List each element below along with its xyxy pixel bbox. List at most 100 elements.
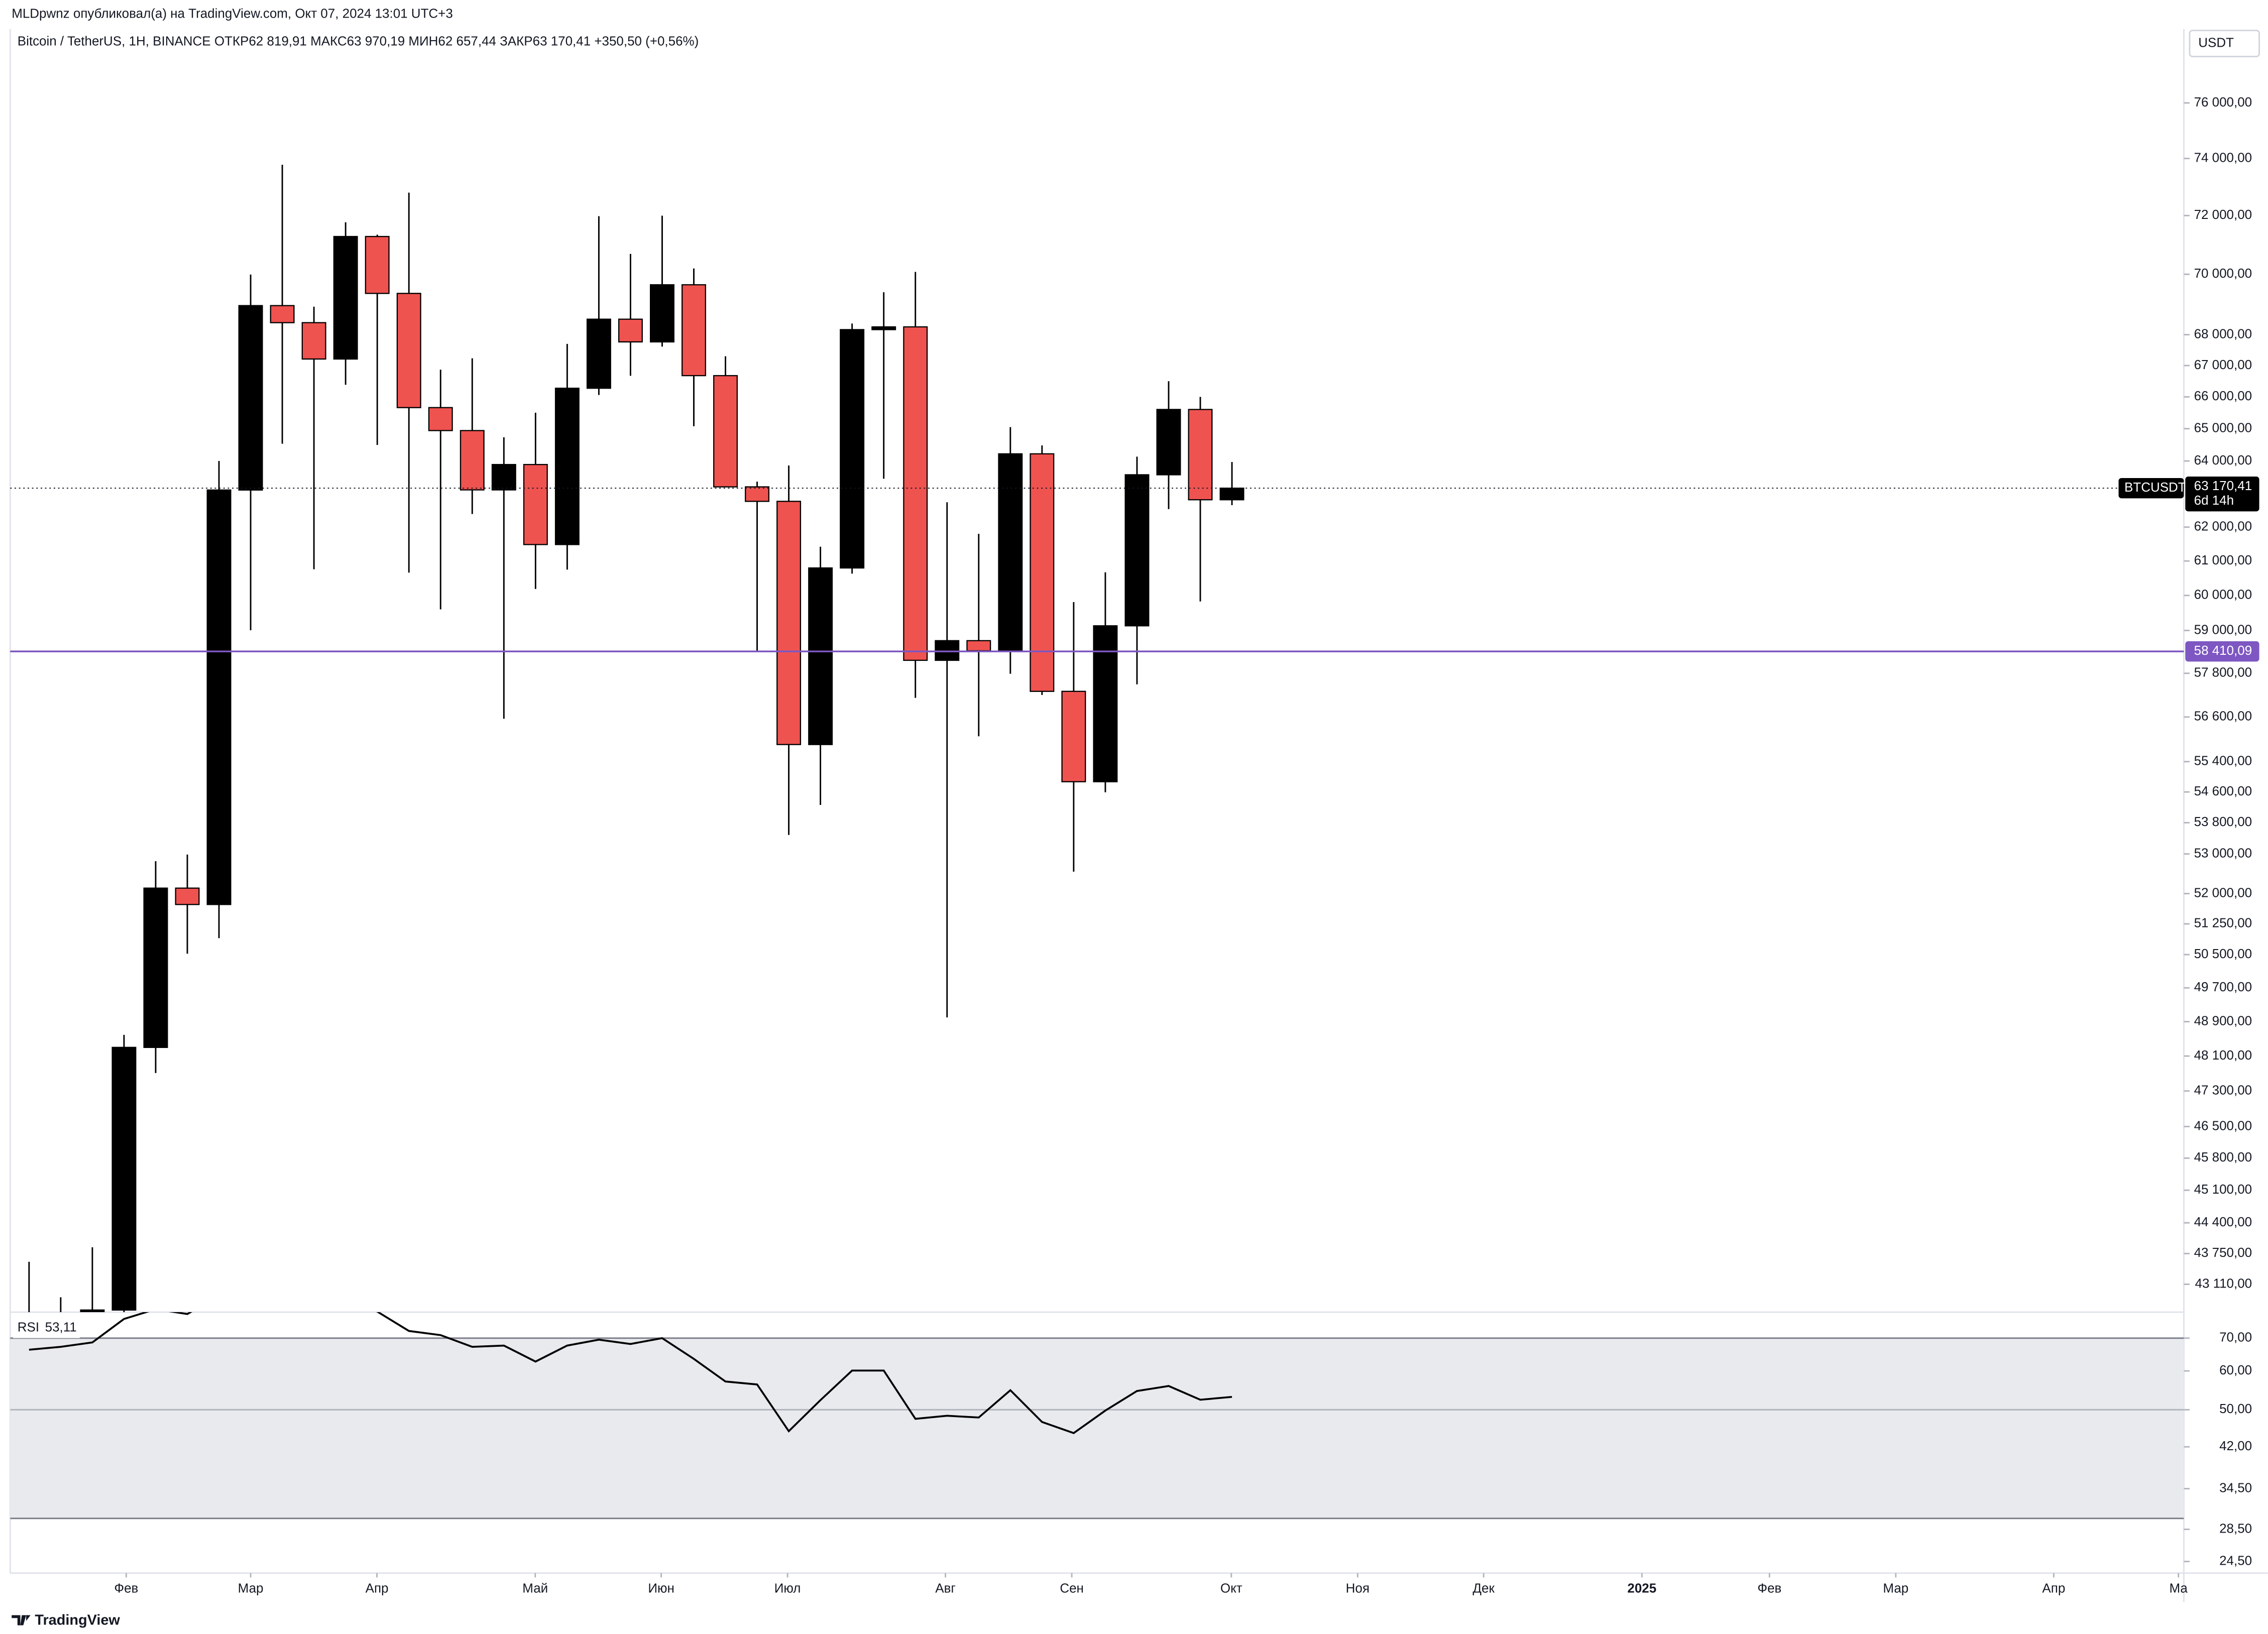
y-tick-label: 53 000,00 [2194, 845, 2252, 860]
hline-label-box [2185, 641, 2259, 662]
candle-body [871, 326, 896, 330]
candle-body [491, 463, 516, 491]
currency-box [2189, 30, 2260, 58]
x-tick-label: Апр [366, 1580, 389, 1595]
x-tick-label: Сен [1060, 1580, 1084, 1595]
candle-body [966, 640, 991, 652]
candle-body [1124, 474, 1150, 627]
y-tick-label: 51 250,00 [2194, 915, 2252, 930]
y-tick-label: 52 000,00 [2194, 885, 2252, 900]
candle-body [396, 293, 421, 408]
candle-body [713, 375, 738, 488]
candle-body [175, 887, 200, 905]
x-tick-label: Апр [2042, 1580, 2065, 1595]
x-tick-label: Ма [2170, 1580, 2188, 1595]
candle-body [745, 486, 770, 502]
y-tick-label: 50 500,00 [2194, 946, 2252, 961]
y-tick-label: 76 000,00 [2194, 94, 2252, 109]
candle-body [1156, 409, 1181, 476]
y-tick-label: 45 100,00 [2194, 1182, 2252, 1197]
x-tick-label: Июл [774, 1580, 801, 1595]
y-tick-label: 64 000,00 [2194, 452, 2252, 468]
rsi-title: RSI [18, 1320, 39, 1335]
y-tick-label: 74 000,00 [2194, 150, 2252, 165]
candle-body [649, 284, 674, 342]
byline: MLDpwnz опубликовал(а) на TradingView.co… [12, 6, 453, 21]
last-price-label: 63 170,41 [2194, 478, 2252, 493]
y-tick-label: 70 000,00 [2194, 266, 2252, 281]
candle-body [1219, 487, 1244, 501]
x-tick-label: Авг [935, 1580, 956, 1595]
rsi-band [10, 1338, 2184, 1519]
y-tick-label: 48 100,00 [2194, 1047, 2252, 1063]
y-tick-label: 43 110,00 [2195, 1275, 2252, 1291]
y-tick-label: 70,00 [2219, 1330, 2252, 1345]
y-tick-label: 45 800,00 [2194, 1149, 2252, 1164]
candle-body [586, 318, 611, 389]
y-tick-label: 44 400,00 [2194, 1214, 2252, 1229]
x-tick-label: Дек [1472, 1580, 1495, 1595]
candle-body [143, 887, 168, 1048]
candle-body [808, 567, 833, 745]
legend: Bitcoin / TetherUS, 1H, BINANCE ОТКР62 8… [18, 34, 699, 49]
x-tick-label: Июн [648, 1580, 674, 1595]
candle-body [776, 501, 802, 745]
rsi-line [29, 1312, 1232, 1434]
candle-body [998, 453, 1023, 652]
y-tick-label: 49 700,00 [2194, 979, 2252, 994]
y-tick-label: 60 000,00 [2194, 587, 2252, 602]
candle-body [554, 387, 580, 545]
last-price-box [2185, 477, 2259, 512]
y-tick-label: 46 500,00 [2194, 1118, 2252, 1133]
candle-body [270, 305, 295, 323]
footer-text: TradingView [35, 1612, 120, 1628]
x-tick-label: Фев [114, 1580, 138, 1595]
y-tick-label: 55 400,00 [2194, 753, 2252, 768]
candle-body [301, 322, 326, 360]
candle-body [1061, 690, 1086, 782]
candle-body [682, 284, 706, 377]
candle-body [935, 640, 960, 661]
candle-body [523, 463, 548, 545]
y-tick-label: 62 000,00 [2194, 519, 2252, 534]
y-tick-label: 24,50 [2219, 1553, 2252, 1568]
candle-body [428, 407, 453, 431]
y-tick-label: 59 000,00 [2194, 622, 2252, 637]
y-tick-label: 54 600,00 [2194, 783, 2252, 798]
hline-label: 58 410,09 [2194, 643, 2252, 658]
y-tick-label: 57 800,00 [2194, 665, 2252, 680]
y-tick-label: 56 600,00 [2194, 709, 2252, 724]
y-tick-label: 60,00 [2219, 1362, 2252, 1377]
candle-body [206, 489, 232, 905]
candle-body [333, 236, 358, 360]
candle-body [365, 236, 390, 294]
candle-body [903, 326, 928, 661]
price-pane [28, 165, 1244, 1313]
candle-body [1188, 409, 1213, 501]
symbol-tag: BTCUSDT [2124, 480, 2186, 495]
y-tick-label: 28,50 [2219, 1521, 2252, 1536]
countdown: 6d 14h [2194, 493, 2234, 508]
x-tick-label: Мар [1883, 1580, 1908, 1595]
y-tick-label: 42,00 [2219, 1438, 2252, 1453]
y-tick-label: 43 750,00 [2194, 1245, 2252, 1260]
candle-body [111, 1046, 137, 1311]
y-tick-label: 67 000,00 [2194, 357, 2252, 372]
candle-body [840, 329, 865, 569]
x-tick-label: 2025 [1627, 1580, 1656, 1595]
y-tick-label: 48 900,00 [2194, 1013, 2252, 1028]
candle-body [1030, 453, 1055, 692]
x-tick-label: Май [522, 1580, 548, 1595]
y-tick-label: 66 000,00 [2194, 388, 2252, 403]
symbol-tag-box [2118, 478, 2184, 499]
rsi-label-box [13, 1318, 80, 1338]
candle-body [238, 305, 263, 491]
y-tick-label: 53 800,00 [2194, 814, 2252, 829]
y-tick-label: 34,50 [2219, 1480, 2252, 1495]
y-tick-label: 50,00 [2219, 1401, 2252, 1416]
rsi-value: 53,11 [45, 1320, 77, 1335]
candle-body [460, 430, 485, 491]
x-tick-label: Ноя [1346, 1580, 1370, 1595]
y-tick-label: 65 000,00 [2194, 420, 2252, 435]
